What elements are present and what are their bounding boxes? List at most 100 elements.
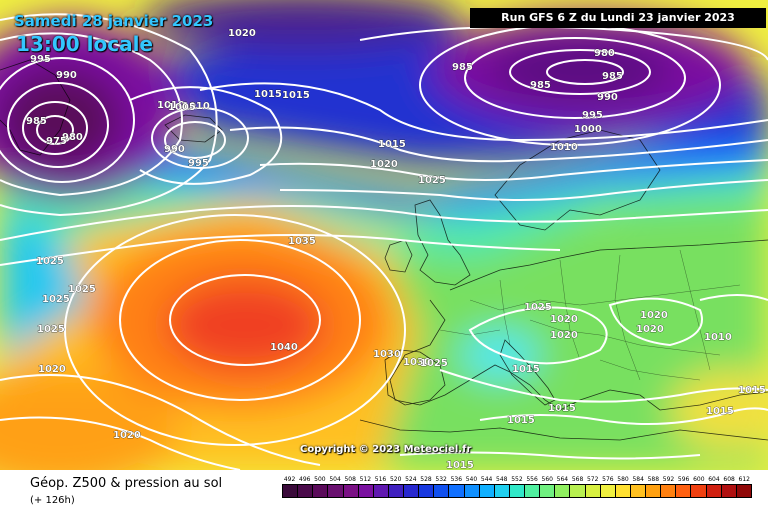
pressure-label: 1020 [113, 430, 141, 441]
footer-title: Géop. Z500 & pression au sol [30, 476, 223, 491]
pressure-label: 1015 [282, 90, 310, 101]
scale-swatch [434, 485, 450, 497]
pressure-label: 1015 [738, 385, 766, 396]
pressure-label: 1025 [37, 324, 65, 335]
pressure-label: 1030 [373, 349, 401, 360]
pressure-label: 990 [164, 144, 185, 155]
scale-swatch [373, 485, 389, 497]
pressure-label: 1020 [640, 310, 668, 321]
scale-label: 508 [344, 476, 356, 483]
color-scale: 492 496 500 504 508 512 516 520 524 528 532 536 540 5… [282, 476, 752, 506]
scale-label: 496 [299, 476, 311, 483]
pressure-label: 1035 [288, 236, 316, 247]
weather-map: 1020 995 990 985 980 975 1010 1010 1005 … [0, 0, 768, 470]
scale-label: 568 [571, 476, 584, 483]
isobars [0, 13, 768, 470]
scale-swatch [630, 485, 646, 497]
scale-swatch [676, 485, 692, 497]
scale-label: 524 [405, 476, 417, 483]
scale-swatch [419, 485, 435, 497]
pressure-label: 1010 [157, 100, 185, 111]
scale-label: 544 [480, 476, 493, 483]
footer-subtitle: (+ 126h) [30, 495, 75, 506]
pressure-label: 1020 [228, 28, 256, 39]
scale-label: 608 [723, 476, 735, 483]
forecast-time: 13:00 locale [16, 32, 153, 56]
pressure-label: 1025 [524, 302, 552, 313]
country-borders [439, 249, 741, 381]
scale-swatch [600, 485, 616, 497]
pressure-label: 1015 [706, 406, 734, 417]
scale-swatch [661, 485, 677, 497]
pressure-label: 1015 [254, 89, 282, 100]
scale-label: 492 [283, 476, 296, 483]
scale-swatch [585, 485, 601, 497]
pressure-label: 1025 [36, 256, 64, 267]
scale-label: 520 [389, 476, 402, 483]
pressure-label: 975 [46, 136, 67, 147]
scale-swatch [615, 485, 631, 497]
scale-label: 592 [662, 476, 675, 483]
scale-label: 528 [420, 476, 432, 483]
scale-label: 564 [556, 476, 569, 483]
pressure-label: 980 [594, 48, 615, 59]
scale-swatch [404, 485, 420, 497]
scale-swatch [706, 485, 722, 497]
pressure-label: 1020 [550, 314, 578, 325]
pressure-label: 1025 [418, 175, 446, 186]
color-scale-bar [282, 484, 752, 498]
pressure-label: 1010 [182, 101, 210, 112]
scale-label: 600 [693, 476, 705, 483]
pressure-label: 1040 [270, 342, 298, 353]
scale-label: 604 [708, 476, 720, 483]
scale-swatch [721, 485, 737, 497]
scale-swatch [525, 485, 541, 497]
scale-label: 556 [526, 476, 538, 483]
pressure-labels: 1020 995 990 985 980 975 1010 1010 1005 … [26, 28, 766, 470]
pressure-label: 1025 [68, 284, 96, 295]
pressure-label: 1010 [550, 142, 578, 153]
pressure-label: 1015 [507, 415, 535, 426]
scale-label: 588 [647, 476, 660, 483]
pressure-label: 1030 [403, 357, 431, 368]
scale-swatch [298, 485, 314, 497]
pressure-label: 980 [62, 132, 83, 143]
scale-swatch [509, 485, 525, 497]
scale-label: 516 [374, 476, 387, 483]
scale-swatch [343, 485, 359, 497]
scale-swatch [570, 485, 586, 497]
copyright: Copyright © 2023 Meteociel.fr [300, 444, 472, 455]
scale-swatch [540, 485, 556, 497]
pressure-label: 1025 [42, 294, 70, 305]
run-info: Run GFS 6 Z du Lundi 23 janvier 2023 [470, 8, 766, 28]
scale-label: 596 [677, 476, 690, 483]
scale-swatch [736, 485, 751, 497]
pressure-label: 1000 [574, 124, 602, 135]
scale-label: 572 [586, 476, 599, 483]
pressure-label: 1020 [38, 364, 66, 375]
scale-label: 584 [632, 476, 644, 483]
scale-label: 560 [541, 476, 553, 483]
pressure-label: 985 [530, 80, 551, 91]
scale-label: 612 [738, 476, 750, 483]
pressure-label: 985 [452, 62, 473, 73]
scale-swatch [313, 485, 329, 497]
pressure-label: 1015 [512, 364, 540, 375]
scale-swatch [691, 485, 707, 497]
pressure-label: 1020 [550, 330, 578, 341]
scale-swatch [328, 485, 344, 497]
pressure-label: 1015 [548, 403, 576, 414]
scale-swatch [388, 485, 404, 497]
scale-label: 500 [314, 476, 326, 483]
scale-swatch [449, 485, 465, 497]
scale-swatch [464, 485, 480, 497]
pressure-label: 995 [582, 110, 603, 121]
scale-swatch [646, 485, 662, 497]
forecast-date: Samedi 28 janvier 2023 [14, 12, 214, 30]
scale-label: 576 [602, 476, 614, 483]
pressure-label: 1015 [378, 139, 406, 150]
scale-swatch [283, 485, 299, 497]
scale-label: 536 [450, 476, 463, 483]
pressure-label: 985 [26, 116, 47, 127]
scale-swatch [494, 485, 510, 497]
